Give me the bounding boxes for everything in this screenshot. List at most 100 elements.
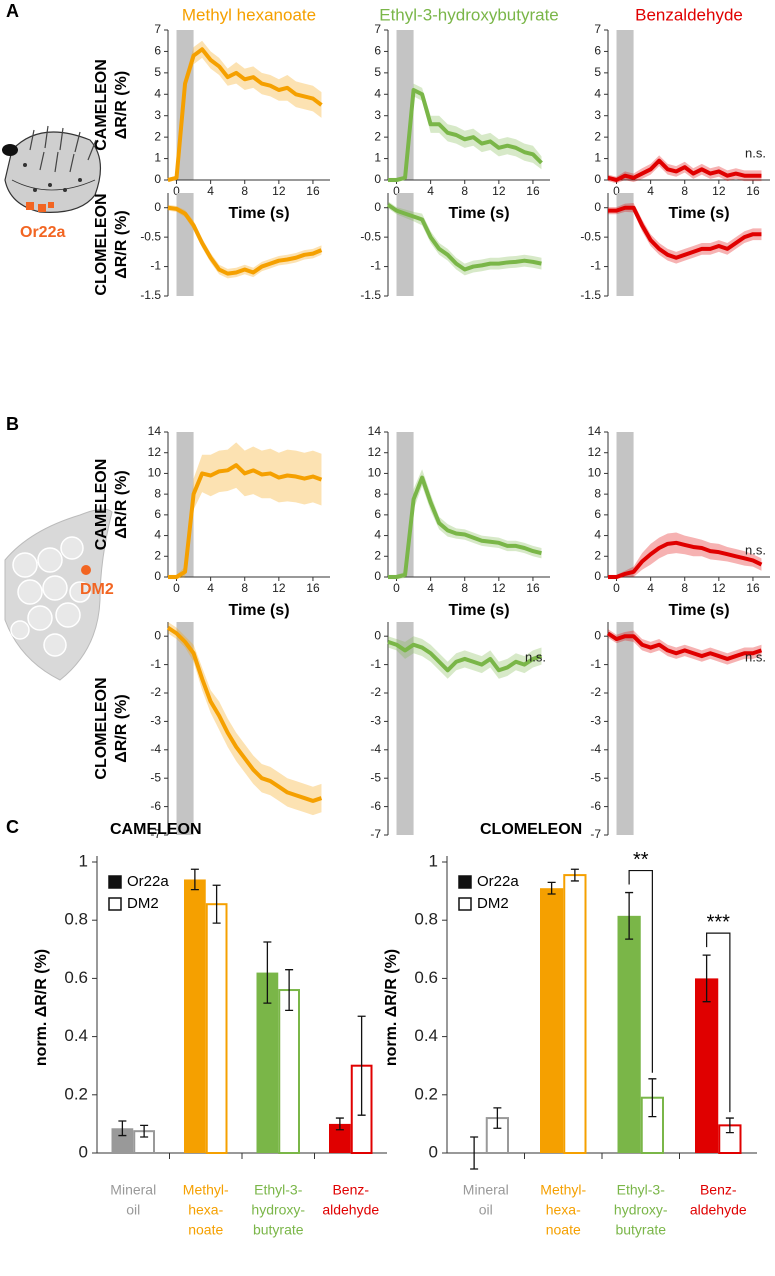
bar — [617, 915, 641, 1153]
y-tick-label: 1 — [154, 151, 161, 165]
line — [388, 475, 542, 579]
y-tick-label: 4 — [374, 86, 381, 100]
stimulus-bar — [616, 30, 634, 180]
y-tick-label: 0.8 — [414, 910, 438, 929]
y-tick-label: -1 — [150, 259, 161, 273]
y-tick-label: 2 — [594, 129, 601, 143]
x-tick-label: 12 — [712, 184, 726, 198]
y-tick-label: 4 — [154, 528, 161, 542]
y-tick-label: 0 — [594, 200, 601, 214]
x-tick-label: Methyl- — [540, 1182, 586, 1198]
annotation: n.s. — [745, 145, 766, 160]
y-tick-label: 14 — [588, 424, 602, 438]
y-tick-label: 3 — [594, 108, 601, 122]
stimulus-bar — [396, 622, 414, 835]
significance-label: ** — [633, 849, 649, 871]
y-tick-label: 6 — [154, 44, 161, 58]
x-axis-label: Time (s) — [448, 602, 509, 619]
error-bar — [570, 868, 579, 882]
error-bar — [263, 941, 272, 1004]
chart-title: Ethyl-3-hydroxybutyrate — [379, 5, 559, 24]
y-tick-label: 0 — [374, 200, 381, 214]
illustration-label: DM2 — [80, 581, 114, 598]
y-axis-label: CAMELEON — [93, 459, 110, 551]
y-tick-label: 0 — [429, 1142, 438, 1161]
y-tick-label: 10 — [368, 466, 382, 480]
y-tick-label: -2 — [370, 685, 381, 699]
y-tick-label: -1 — [150, 657, 161, 671]
y-tick-label: -4 — [590, 742, 601, 756]
x-tick-label: Mineral — [463, 1182, 509, 1198]
x-tick-label: 16 — [306, 581, 320, 595]
panel-label: B — [6, 414, 19, 434]
y-tick-label: -5 — [150, 770, 161, 784]
x-tick-label: 16 — [306, 184, 320, 198]
x-tick-label: Mineral — [110, 1182, 156, 1198]
x-tick-label: hydroxy- — [614, 1202, 668, 1218]
line — [606, 631, 763, 661]
y-tick-label: 4 — [154, 86, 161, 100]
y-tick-label: 7 — [154, 22, 161, 36]
x-tick-label: Ethyl-3- — [617, 1182, 666, 1198]
y-tick-label: 6 — [594, 507, 601, 521]
bar — [256, 972, 279, 1153]
y-tick-label: 12 — [588, 445, 602, 459]
y-tick-label: 2 — [154, 548, 161, 562]
y-tick-label: 1 — [79, 851, 88, 870]
panel-label: A — [6, 1, 19, 21]
y-tick-label: 0 — [374, 628, 381, 642]
x-tick-label: 4 — [207, 581, 214, 595]
x-tick-label: 4 — [647, 581, 654, 595]
y-tick-label: -6 — [150, 799, 161, 813]
y-tick-label: -3 — [590, 714, 601, 728]
x-tick-label: butyrate — [253, 1222, 304, 1238]
antenna-illustration — [2, 125, 101, 213]
x-tick-label: hexa- — [546, 1202, 581, 1218]
y-tick-label: 0 — [154, 628, 161, 642]
y-tick-label: -1.5 — [360, 288, 381, 302]
x-tick-label: 8 — [461, 184, 468, 198]
x-tick-label: 4 — [647, 184, 654, 198]
x-tick-label: noate — [188, 1222, 223, 1238]
legend-label: Or22a — [127, 873, 169, 890]
y-tick-label: -2 — [590, 685, 601, 699]
y-axis-label: CLOMELEON — [93, 193, 110, 295]
error-bar — [702, 954, 711, 1003]
y-tick-label: -6 — [370, 799, 381, 813]
line — [168, 463, 323, 579]
y-tick-label: 0.6 — [64, 968, 88, 987]
legend-label: Or22a — [477, 873, 519, 890]
y-tick-label: -0.5 — [580, 229, 601, 243]
x-tick-label: 8 — [241, 184, 248, 198]
y-tick-label: -4 — [150, 742, 161, 756]
error-bar — [725, 1117, 734, 1134]
line — [166, 626, 323, 803]
y-tick-label: -1.5 — [580, 288, 601, 302]
y-tick-label: -1.5 — [140, 288, 161, 302]
x-tick-label: 0 — [173, 581, 180, 595]
y-tick-label: 8 — [594, 486, 601, 500]
x-tick-label: 16 — [526, 581, 540, 595]
x-tick-label: oil — [479, 1202, 493, 1218]
line — [167, 47, 323, 182]
legend-swatch — [108, 897, 122, 911]
legend-label: DM2 — [477, 895, 509, 912]
x-axis-label: Time (s) — [668, 205, 729, 222]
x-tick-label: Ethyl-3- — [254, 1182, 303, 1198]
error-bar — [335, 1117, 344, 1131]
y-axis-label: ΔR/R (%) — [113, 470, 130, 538]
chart-title: Benzaldehyde — [635, 5, 743, 24]
y-tick-label: 10 — [588, 466, 602, 480]
y-tick-label: 3 — [154, 108, 161, 122]
annotation: n.s. — [525, 650, 546, 665]
y-tick-label: 14 — [148, 424, 162, 438]
error-bar — [625, 891, 634, 940]
x-tick-label: Methyl- — [183, 1182, 229, 1198]
line — [388, 88, 543, 182]
x-tick-label: butyrate — [615, 1222, 666, 1238]
y-tick-label: 14 — [368, 424, 382, 438]
x-tick-label: 0 — [613, 581, 620, 595]
error-bar — [648, 1078, 657, 1118]
y-tick-label: -7 — [150, 827, 161, 841]
bar — [205, 903, 228, 1154]
